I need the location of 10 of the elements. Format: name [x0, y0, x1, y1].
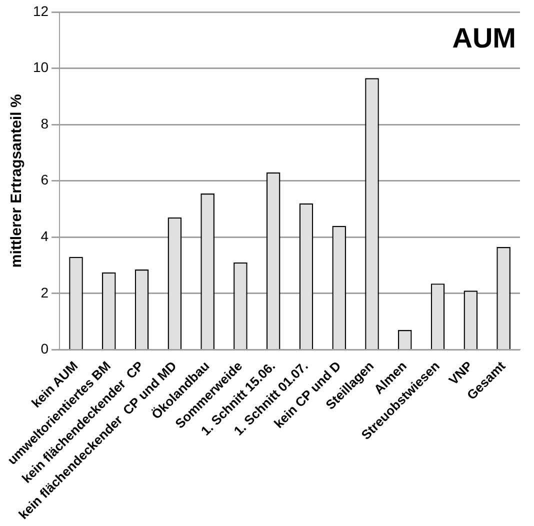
x-tick-label: VNP [446, 358, 476, 388]
y-axis-title: mittlerer Ertragsanteil % [8, 94, 26, 268]
y-tick-label: 4 [40, 228, 49, 244]
chart-title: AUM [452, 22, 516, 54]
y-tick-label: 2 [40, 284, 49, 300]
y-tick-label: 8 [40, 115, 49, 132]
y-tick-label: 12 [32, 2, 49, 19]
y-tick-label: 0 [40, 340, 49, 357]
y-tick-label: 10 [32, 59, 49, 76]
y-tick-label: 6 [40, 172, 49, 188]
